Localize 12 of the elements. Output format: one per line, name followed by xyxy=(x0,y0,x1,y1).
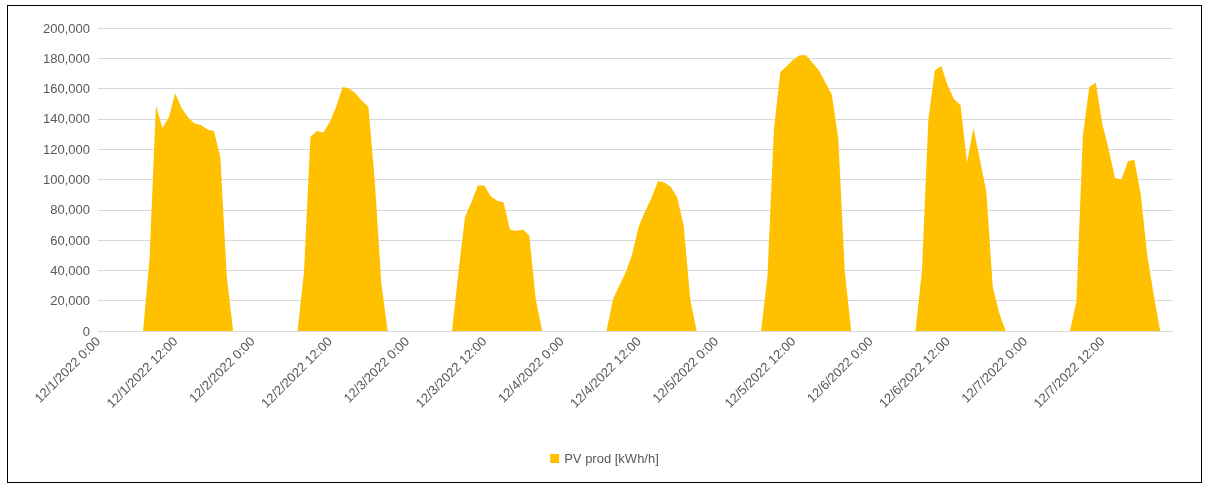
y-tick-label: 40,000 xyxy=(50,262,90,278)
y-tick-label: 60,000 xyxy=(50,232,90,248)
y-tick-label: 180,000 xyxy=(43,50,90,66)
y-tick-label: 100,000 xyxy=(43,172,90,187)
legend-label: PV prod [kWh/h] xyxy=(564,451,659,466)
y-tick-label: 160,000 xyxy=(43,81,90,97)
y-tick-label: 0 xyxy=(82,323,90,339)
y-tick-label: 120,000 xyxy=(43,141,90,157)
y-tick-label: 80,000 xyxy=(50,202,90,218)
y-tick-label: 200,000 xyxy=(43,20,90,36)
y-tick-label: 20,000 xyxy=(50,293,90,309)
y-tick-label: 140,000 xyxy=(43,111,90,127)
